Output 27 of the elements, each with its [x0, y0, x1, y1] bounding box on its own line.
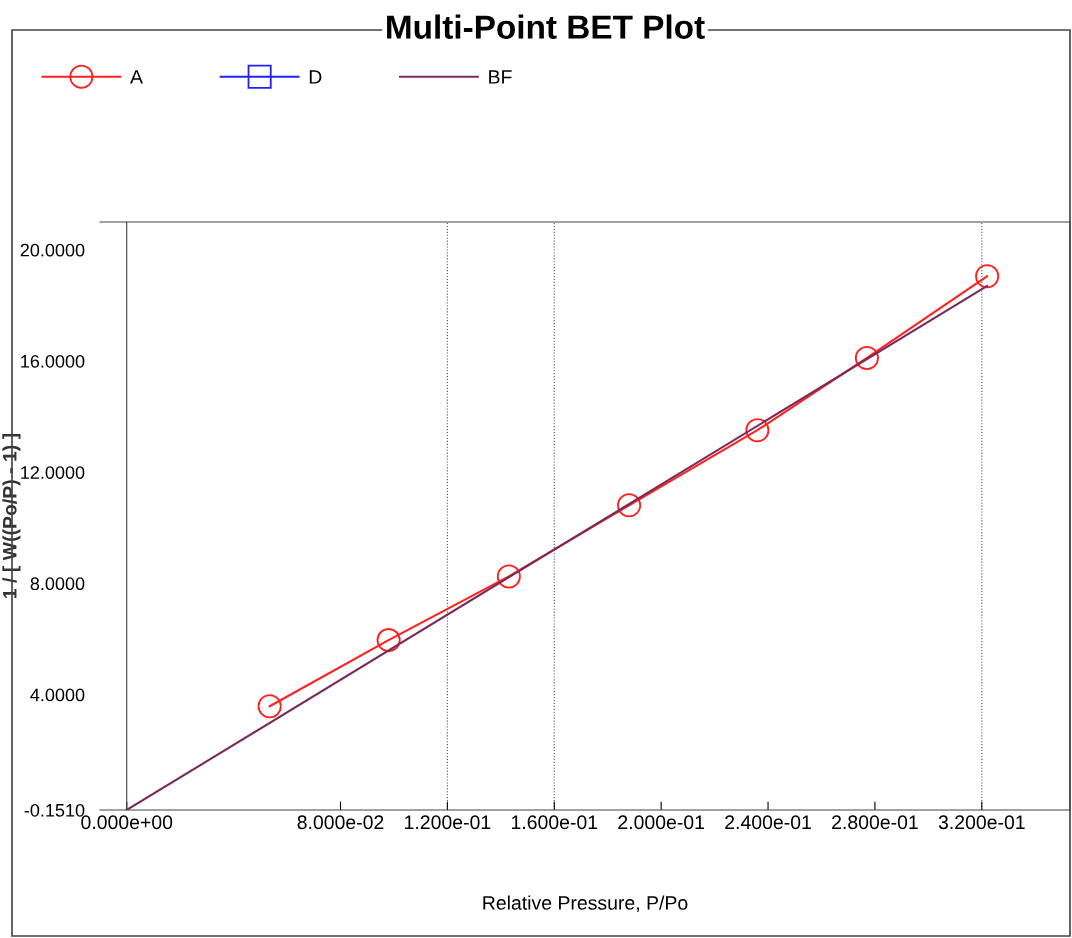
x-axis-title: Relative Pressure, P/Po [483, 895, 688, 913]
chart-title: Multi-Point BET Plot [387, 14, 705, 39]
x-tick-label: 2.800e-01 [832, 815, 918, 830]
x-tick-label: 3.200e-01 [938, 815, 1025, 830]
x-tick-label: 2.400e-01 [725, 815, 811, 830]
x-tick-label: 8.000e-02 [297, 815, 384, 830]
y-tick-label: 8.0000 [30, 577, 85, 591]
y-tick-label: 12.0000 [21, 466, 85, 479]
legend-label: A [130, 70, 143, 84]
x-tick-label: 1.200e-01 [405, 815, 491, 830]
point [496, 564, 521, 589]
legend-label: D [309, 70, 322, 84]
y-axis-title: 1 / [ W((Po/P) - 1) ] [2, 433, 21, 598]
y-tick-label: -0.1510 [24, 803, 85, 817]
point [745, 418, 770, 443]
point [854, 345, 879, 370]
point [975, 264, 1000, 289]
y-tick-label: 16.0000 [21, 354, 85, 368]
x-tick-label: 0.000e+00 [81, 815, 173, 830]
y-tick-label: 20.0000 [20, 243, 85, 257]
point [257, 694, 282, 719]
legend-label: BF [489, 70, 512, 84]
point [376, 628, 401, 653]
x-tick-label: 2.000e-01 [618, 815, 704, 830]
y-tick-label: 4.0000 [30, 688, 85, 702]
x-tick-label: 1.600e-01 [511, 815, 598, 830]
point [617, 493, 642, 518]
